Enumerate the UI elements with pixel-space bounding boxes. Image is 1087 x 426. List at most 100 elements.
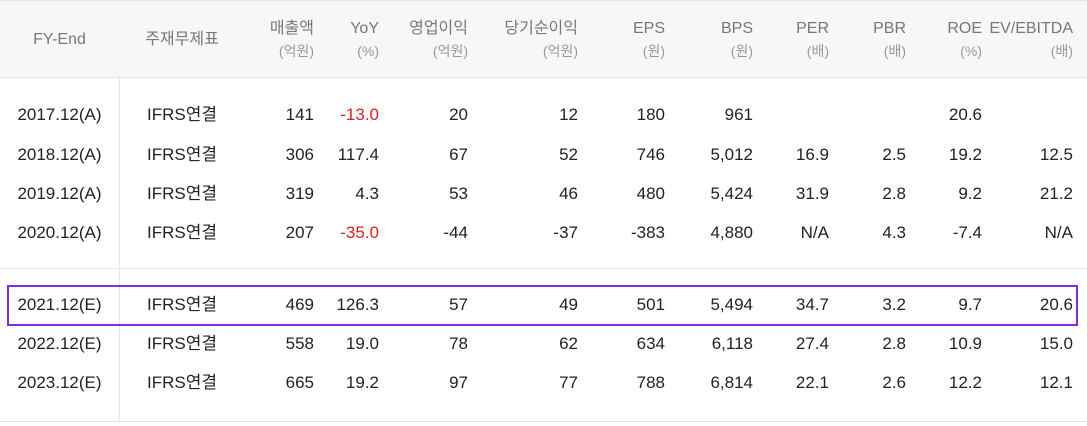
cell-col: 62 <box>559 334 578 353</box>
cell-fy-end: 2017.12(A) <box>17 105 102 124</box>
cell-ev-ebitda: 20.6 <box>1039 295 1073 314</box>
cell-pbr: 2.8 <box>882 184 906 203</box>
cell-col: IFRS연결 <box>146 373 217 392</box>
cell-pbr: 3.2 <box>882 295 906 314</box>
cell-pbr: 2.8 <box>882 334 906 353</box>
cell-yoy: 126.3 <box>336 295 379 314</box>
cell-yoy: 19.0 <box>345 334 379 353</box>
column-header: ROE (%) <box>906 1 982 79</box>
cell-roe: 12.2 <box>948 373 982 392</box>
column-header-unit: (배) <box>1050 43 1073 59</box>
cell-eps: 180 <box>636 105 665 124</box>
cell-fy-end: 2019.12(A) <box>17 184 102 203</box>
highlighted-row-box <box>7 285 1078 326</box>
cell-ev-ebitda: 12.1 <box>1039 373 1073 392</box>
cell-roe: 10.9 <box>948 334 982 353</box>
cell-col: -44 <box>443 223 468 242</box>
cell-col: 207 <box>285 223 314 242</box>
cell-col: 319 <box>285 184 314 203</box>
cell-pbr <box>829 96 906 134</box>
cell-bps: 6,118 <box>711 334 753 353</box>
table-row: 2022.12(E) IFRS연결 558 19.0 78 62 634 6,118 27.4 2… <box>0 325 1087 363</box>
cell-col: 49 <box>559 295 578 314</box>
cell-yoy: 117.4 <box>337 145 379 164</box>
column-divider <box>119 78 120 422</box>
cell-bps: 961 <box>724 105 753 124</box>
column-header-label: 주재무제표 <box>145 31 219 48</box>
cell-roe: 9.7 <box>958 295 982 314</box>
actual-estimate-separator <box>0 268 1087 269</box>
cell-col: 558 <box>285 334 314 353</box>
column-header: EPS (원) <box>578 1 665 79</box>
cell-yoy: -13.0 <box>340 105 379 124</box>
cell-col: IFRS연결 <box>146 184 217 203</box>
cell-ev-ebitda: 15.0 <box>1039 334 1073 353</box>
column-header-label: 영업이익 <box>409 20 468 37</box>
cell-fy-end: 2022.12(E) <box>17 334 102 353</box>
cell-eps: 480 <box>636 184 665 203</box>
cell-ev-ebitda <box>982 96 1073 134</box>
column-header-unit: (억원) <box>278 43 314 59</box>
column-header: 당기순이익 (억원) <box>468 1 578 79</box>
cell-bps: 5,424 <box>710 184 753 203</box>
column-header: PBR (배) <box>829 1 906 79</box>
cell-col: 57 <box>449 295 468 314</box>
cell-eps: -383 <box>630 223 665 242</box>
cell-yoy: -35.0 <box>340 223 379 242</box>
column-header: BPS (원) <box>665 1 753 79</box>
cell-col: IFRS연결 <box>146 145 217 164</box>
column-header: EV/EBITDA (배) <box>982 1 1073 79</box>
column-header: 주재무제표 <box>120 1 244 79</box>
cell-eps: 746 <box>636 145 665 164</box>
column-header-label: EV/EBITDA <box>989 20 1073 37</box>
cell-ev-ebitda: 21.2 <box>1039 184 1073 203</box>
cell-col: 306 <box>285 145 314 164</box>
cell-col: 97 <box>449 373 468 392</box>
cell-yoy: 19.2 <box>345 373 379 392</box>
cell-fy-end: 2021.12(E) <box>17 295 102 314</box>
table-row: 2017.12(A) IFRS연결 141 -13.0 20 12 180 961 20.6 <box>0 96 1087 134</box>
column-header-label: 매출액 <box>269 20 314 37</box>
cell-pbr: 4.3 <box>882 223 906 242</box>
cell-col: 20 <box>449 105 468 124</box>
cell-bps: 5,494 <box>710 295 753 314</box>
cell-per <box>753 96 829 134</box>
cell-eps: 634 <box>636 334 665 353</box>
column-header-unit: (배) <box>806 43 829 59</box>
cell-eps: 501 <box>636 295 665 314</box>
table-row: 2018.12(A) IFRS연결 306 117.4 67 52 746 5,012 16.9… <box>0 136 1087 174</box>
cell-roe: 9.2 <box>958 184 982 203</box>
column-header: 매출액 (억원) <box>244 1 314 79</box>
column-header-unit: (%) <box>357 43 379 59</box>
cell-col: 12 <box>559 105 578 124</box>
table-row: 2019.12(A) IFRS연결 319 4.3 53 46 480 5,424 31.9 2.… <box>0 175 1087 213</box>
table-header: FY-End 주재무제표 매출액 (억원) YoY (%) 영업이익 (억원) 당기순이익 (억원… <box>0 0 1087 78</box>
cell-col: 46 <box>559 184 578 203</box>
column-header-unit: (배) <box>883 43 906 59</box>
column-header-unit: (억원) <box>432 43 468 59</box>
column-header: PER (배) <box>753 1 829 79</box>
cell-col: IFRS연결 <box>146 223 217 242</box>
column-header-unit: (원) <box>730 43 753 59</box>
cell-col: 469 <box>285 295 314 314</box>
cell-fy-end: 2023.12(E) <box>17 373 102 392</box>
column-header-label: FY-End <box>33 31 86 48</box>
cell-pbr: 2.6 <box>882 373 906 392</box>
cell-col: 665 <box>285 373 314 392</box>
cell-roe: 19.2 <box>948 145 982 164</box>
cell-per: 16.9 <box>795 145 829 164</box>
column-header: FY-End <box>0 1 119 79</box>
column-header-label: YoY <box>350 20 379 37</box>
cell-yoy: 4.3 <box>355 184 379 203</box>
cell-bps: 4,880 <box>710 223 753 242</box>
cell-fy-end: 2020.12(A) <box>17 223 102 242</box>
table-bottom-border <box>0 421 1087 422</box>
cell-pbr: 2.5 <box>882 145 906 164</box>
cell-col: 52 <box>559 145 578 164</box>
cell-per: 31.9 <box>795 184 829 203</box>
column-header-label: 당기순이익 <box>504 20 578 37</box>
cell-col: 78 <box>449 334 468 353</box>
cell-bps: 5,012 <box>710 145 753 164</box>
cell-col: 77 <box>559 373 578 392</box>
cell-col: IFRS연결 <box>146 334 217 353</box>
